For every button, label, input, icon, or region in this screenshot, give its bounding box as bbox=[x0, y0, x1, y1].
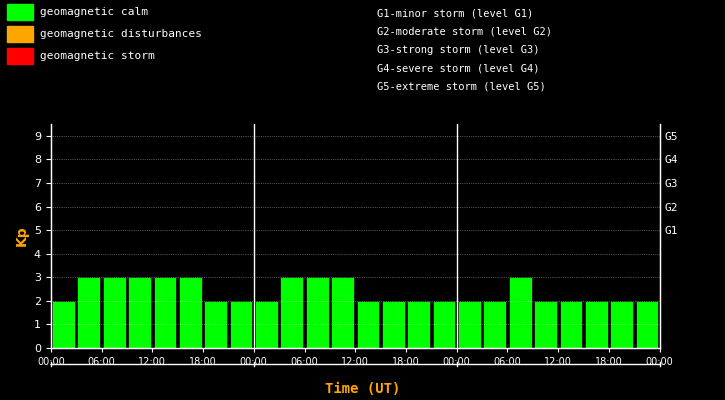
Bar bbox=[484, 301, 506, 348]
Bar bbox=[204, 301, 227, 348]
Text: geomagnetic disturbances: geomagnetic disturbances bbox=[40, 29, 202, 39]
Text: G5-extreme storm (level G5): G5-extreme storm (level G5) bbox=[377, 82, 546, 92]
Text: G4-severe storm (level G4): G4-severe storm (level G4) bbox=[377, 63, 539, 73]
Bar bbox=[154, 277, 176, 348]
Bar bbox=[560, 301, 582, 348]
Text: Time (UT): Time (UT) bbox=[325, 382, 400, 396]
Bar bbox=[407, 301, 430, 348]
Bar bbox=[128, 277, 151, 348]
Bar bbox=[585, 301, 608, 348]
Bar bbox=[610, 301, 633, 348]
Bar bbox=[433, 301, 455, 348]
Bar bbox=[103, 277, 125, 348]
Text: G3-strong storm (level G3): G3-strong storm (level G3) bbox=[377, 45, 539, 55]
Bar bbox=[331, 277, 354, 348]
Bar bbox=[230, 301, 252, 348]
Text: geomagnetic storm: geomagnetic storm bbox=[40, 51, 154, 61]
Bar bbox=[382, 301, 405, 348]
Bar bbox=[52, 301, 75, 348]
Bar bbox=[636, 301, 658, 348]
Bar bbox=[458, 301, 481, 348]
Text: G1-minor storm (level G1): G1-minor storm (level G1) bbox=[377, 8, 534, 18]
Bar bbox=[78, 277, 100, 348]
Bar bbox=[509, 277, 531, 348]
Bar bbox=[534, 301, 557, 348]
Text: geomagnetic calm: geomagnetic calm bbox=[40, 7, 148, 17]
Bar bbox=[255, 301, 278, 348]
Bar bbox=[357, 301, 379, 348]
Bar bbox=[179, 277, 202, 348]
Bar bbox=[306, 277, 328, 348]
Bar bbox=[281, 277, 303, 348]
Y-axis label: Kp: Kp bbox=[14, 226, 28, 246]
Text: G2-moderate storm (level G2): G2-moderate storm (level G2) bbox=[377, 26, 552, 36]
